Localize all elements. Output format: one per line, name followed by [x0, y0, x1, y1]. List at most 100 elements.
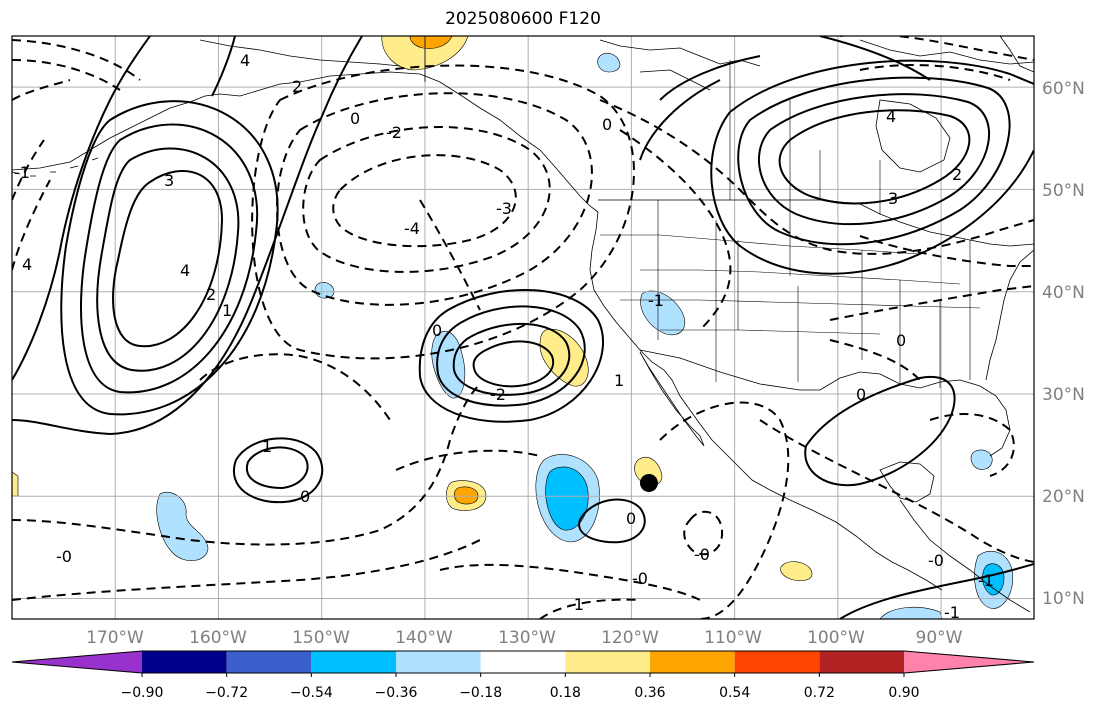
- contour-label: 0: [432, 321, 442, 340]
- colorbar-extend-low: [12, 651, 142, 673]
- canada-provinces: [729, 60, 881, 214]
- map-title: 2025080600 F120: [445, 9, 601, 29]
- negative-shade: [879, 607, 943, 619]
- gulf-coastline: [819, 371, 1011, 457]
- negative-shade-strong: [545, 466, 589, 531]
- colorbar-tick-label: 0.36: [634, 685, 665, 701]
- colorbar-tick-label: 0.18: [550, 685, 581, 701]
- greenland-edge: [999, 36, 1034, 73]
- contour-label: 4: [886, 107, 896, 126]
- colorbar: [11, 650, 1035, 674]
- colorbar-tick-label: −0.90: [121, 685, 164, 701]
- contour-label: 1: [222, 301, 232, 320]
- contour-label: 4: [240, 51, 250, 70]
- lon-label: 110°W: [704, 628, 762, 648]
- baja-california: [639, 351, 705, 447]
- lat-label: 60°N: [1042, 79, 1085, 99]
- map-frame: [11, 35, 1035, 620]
- colorbar-tick-label: 0.90: [888, 685, 919, 701]
- contour-label: 2: [952, 165, 962, 184]
- positive-contours: [12, 36, 1034, 619]
- contour-label: 3: [888, 189, 898, 208]
- coastlines-and-borders: [12, 36, 1034, 613]
- contour-label: 0: [602, 115, 612, 134]
- central-america: [899, 499, 1031, 613]
- colorbar-tick-label: 0.54: [719, 685, 750, 701]
- contour-label: 1: [614, 371, 624, 390]
- contour-label: -0: [632, 569, 648, 588]
- latitude-labels: 60°N 50°N 40°N 30°N 20°N 10°N: [1042, 79, 1085, 609]
- contour-label: 0: [350, 109, 360, 128]
- state-borders: [600, 200, 981, 388]
- lat-label: 50°N: [1042, 181, 1085, 201]
- contour-label: 2: [206, 285, 216, 304]
- contour-label: 0: [856, 385, 866, 404]
- negative-contours: [12, 36, 1034, 619]
- positive-shade: [539, 328, 589, 387]
- colorbar-segment: [396, 651, 481, 673]
- storm-position-marker: [639, 473, 658, 492]
- contour-label: 1: [262, 437, 272, 456]
- contour-label: -1: [978, 571, 994, 590]
- contour-label: -1: [648, 291, 664, 310]
- lon-label: 120°W: [601, 628, 659, 648]
- colorbar-tick-label: −0.54: [290, 685, 333, 701]
- negative-shade: [597, 52, 621, 73]
- map-gridlines: [12, 36, 1034, 619]
- lon-label: 130°W: [498, 628, 556, 648]
- contour-label: 4: [22, 255, 32, 274]
- colorbar-segment: [565, 651, 650, 673]
- contour-label: 4: [180, 261, 190, 280]
- lon-label: 140°W: [395, 628, 453, 648]
- contour-label: -1: [944, 603, 960, 622]
- colorbar-segment: [734, 651, 820, 673]
- lon-label: 160°W: [189, 628, 247, 648]
- colorbar-segment: [142, 651, 227, 673]
- colorbar-segment: [226, 651, 312, 673]
- positive-shade: [780, 561, 813, 581]
- contour-label: 0: [896, 331, 906, 350]
- contour-label: -0: [928, 551, 944, 570]
- longitude-labels: 170°W 160°W 150°W 140°W 130°W 120°W 110°…: [86, 628, 963, 648]
- lat-label: 40°N: [1042, 283, 1085, 303]
- contour-label: -0: [694, 545, 710, 564]
- negative-shade: [970, 449, 993, 470]
- positive-shade: [12, 471, 19, 497]
- colorbar-tick-labels: −0.90 −0.72 −0.54 −0.36 −0.18 0.18 0.36 0.54 0.7…: [121, 673, 920, 701]
- contour-labels: 4 2 3 4 1 2 4 0 -4 -3 0 -2 4 2 3 -0 0 0 …: [14, 51, 994, 622]
- aleutian-islands: [12, 157, 99, 177]
- colorbar-extend-high: [904, 651, 1034, 673]
- contour-label: 3: [164, 171, 174, 190]
- contour-label: -1: [568, 595, 584, 614]
- contour-label: 2: [292, 77, 302, 96]
- colorbar-tick-label: −0.18: [459, 685, 502, 701]
- colorbar-segment: [819, 651, 904, 673]
- alaska-coastline: [12, 71, 599, 213]
- yucatan: [879, 461, 935, 503]
- contour-label: 0: [300, 487, 310, 506]
- contour-label: -2: [490, 385, 506, 404]
- negative-shade: [156, 492, 209, 561]
- positive-shade-strong: [409, 36, 453, 49]
- west-coastline: [589, 211, 943, 591]
- lon-label: 90°W: [916, 628, 963, 648]
- colorbar-tick-label: 0.72: [804, 685, 835, 701]
- shaded-anomaly-fill: [12, 36, 1014, 619]
- contour-label: -0: [56, 547, 72, 566]
- colorbar-segment: [480, 651, 566, 673]
- colorbar-segment: [650, 651, 735, 673]
- contour-label: -4: [404, 219, 420, 238]
- contour-label: -3: [496, 199, 512, 218]
- contour-label: -2: [386, 123, 402, 142]
- lat-label: 30°N: [1042, 385, 1085, 405]
- lon-label: 170°W: [86, 628, 144, 648]
- colorbar-tick-label: −0.72: [205, 685, 248, 701]
- alaska-north-coast: [199, 39, 401, 67]
- east-coast: [985, 249, 1034, 381]
- colorbar-segment: [311, 651, 396, 673]
- lat-label: 20°N: [1042, 487, 1085, 507]
- lon-label: 150°W: [292, 628, 350, 648]
- contour-label: 0: [626, 509, 636, 528]
- contour-label: -1: [14, 163, 30, 182]
